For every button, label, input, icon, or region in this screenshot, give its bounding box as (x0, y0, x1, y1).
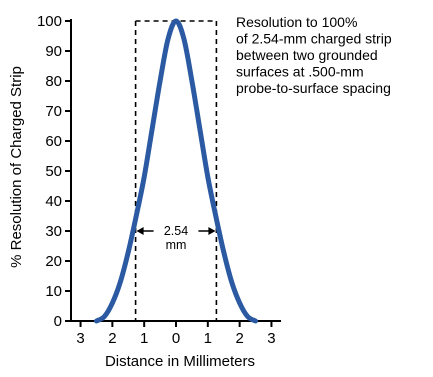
strip-width-value: 2.54 (164, 224, 188, 238)
strip-width-unit: mm (166, 238, 187, 252)
note-line: of 2.54-mm charged strip (236, 31, 392, 47)
y-tick-label: 40 (45, 193, 62, 210)
x-tick-label: 2 (108, 330, 116, 347)
y-tick-label: 30 (45, 223, 62, 240)
note-line: surfaces at .500-mm (236, 64, 364, 80)
y-tick-label: 60 (45, 133, 62, 150)
x-tick-label: 3 (76, 330, 84, 347)
y-tick-label: 70 (45, 103, 62, 120)
y-tick-label: 100 (37, 13, 62, 30)
y-tick-label: 50 (45, 163, 62, 180)
y-tick-label: 10 (45, 283, 62, 300)
x-axis-title: Distance in Millimeters (105, 353, 255, 370)
y-tick-label: 20 (45, 253, 62, 270)
x-tick-label: 1 (140, 330, 148, 347)
note-line: Resolution to 100% (236, 14, 357, 30)
width-arrow-right-head (208, 227, 216, 235)
note-line: between two grounded (236, 47, 378, 63)
x-tick-label: 1 (204, 330, 212, 347)
width-arrow-left-head (136, 227, 144, 235)
note-line: probe-to-surface spacing (236, 80, 391, 96)
y-axis-title: % Resolution of Charged Strip (8, 66, 25, 268)
resolution-curve (93, 18, 259, 324)
x-tick-label: 2 (235, 330, 243, 347)
series-line (93, 18, 259, 324)
x-tick-label: 3 (267, 330, 275, 347)
y-tick-label: 90 (45, 43, 62, 60)
x-tick-label: 0 (172, 330, 180, 347)
y-tick-label: 80 (45, 73, 62, 90)
y-tick-label: 0 (54, 313, 62, 330)
